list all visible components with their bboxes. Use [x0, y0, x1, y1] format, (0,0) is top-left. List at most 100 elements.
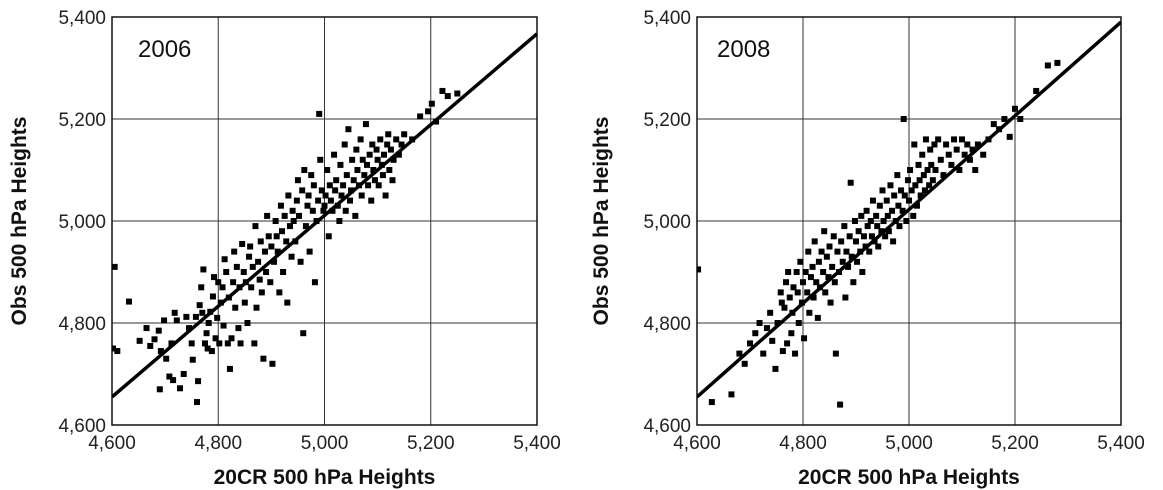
y-tick-label: 5,400	[58, 8, 106, 29]
data-point	[854, 258, 861, 265]
y-tick-label: 4,600	[643, 416, 691, 437]
data-point	[763, 325, 770, 332]
data-point	[822, 289, 829, 296]
data-point	[959, 136, 965, 143]
data-point	[364, 161, 370, 168]
data-point	[777, 289, 784, 296]
data-point	[935, 136, 942, 143]
data-point	[889, 207, 896, 214]
data-point	[304, 202, 311, 209]
data-point	[177, 385, 183, 392]
data-point	[401, 131, 408, 138]
data-point	[374, 156, 381, 163]
data-point	[398, 141, 405, 148]
data-point	[265, 233, 272, 240]
data-point	[166, 373, 173, 380]
data-point	[948, 161, 955, 168]
data-point	[297, 258, 304, 265]
regression-line	[697, 20, 1121, 399]
data-point	[368, 197, 375, 204]
data-point	[795, 320, 802, 326]
data-point	[974, 141, 981, 148]
data-point	[186, 325, 193, 332]
data-point	[231, 248, 238, 255]
data-point	[320, 207, 327, 214]
data-point	[913, 202, 920, 209]
data-point	[1017, 116, 1024, 122]
data-point	[114, 348, 121, 355]
data-point	[375, 182, 382, 189]
data-point	[767, 309, 774, 316]
data-point	[924, 167, 931, 173]
y-tick-label: 5,400	[643, 8, 691, 29]
data-point	[821, 228, 828, 235]
data-point	[277, 202, 284, 209]
data-point	[810, 294, 817, 301]
data-point	[826, 243, 833, 250]
data-point	[253, 304, 260, 311]
data-point	[890, 238, 897, 245]
data-point	[910, 212, 917, 219]
data-point	[237, 340, 244, 347]
data-point	[195, 378, 202, 385]
y-tick-label: 5,000	[643, 212, 691, 233]
data-point	[863, 207, 870, 214]
data-point	[326, 182, 333, 189]
data-point	[285, 192, 292, 199]
data-point	[911, 141, 918, 148]
data-point	[224, 340, 231, 347]
data-point	[221, 256, 228, 263]
data-point	[830, 233, 837, 240]
data-point	[831, 279, 838, 286]
scatter-chart-2008: 4,600 4,800 5,000 5,200 5,400 4,600 4,800 5,000…	[582, 0, 1163, 490]
data-point	[338, 192, 345, 199]
data-point	[390, 156, 397, 163]
data-point	[219, 284, 226, 291]
data-point	[850, 279, 857, 286]
data-point	[797, 258, 804, 265]
data-point	[851, 218, 858, 224]
data-point	[912, 182, 919, 189]
data-point	[953, 146, 960, 153]
data-point	[945, 151, 952, 158]
data-point	[842, 294, 849, 301]
data-point	[794, 289, 801, 296]
data-point	[894, 172, 901, 179]
x-tick-label: 5,400	[513, 433, 561, 454]
data-point	[874, 223, 881, 230]
data-point	[347, 197, 353, 204]
data-point	[873, 212, 880, 219]
data-point	[365, 182, 372, 189]
data-point	[366, 151, 373, 158]
year-annotation: 2006	[138, 36, 191, 63]
data-point	[204, 345, 211, 352]
data-point	[226, 365, 233, 372]
data-point	[311, 279, 318, 286]
data-point	[198, 284, 205, 291]
data-point	[336, 218, 343, 224]
data-point	[200, 266, 207, 273]
data-point	[280, 269, 287, 275]
data-point	[928, 161, 935, 168]
data-point	[293, 197, 300, 204]
data-point	[248, 284, 255, 291]
data-point	[891, 192, 898, 199]
data-point	[257, 238, 264, 245]
data-point	[232, 304, 239, 311]
data-point	[395, 151, 402, 158]
data-point	[361, 172, 368, 179]
data-point	[899, 207, 906, 214]
data-point	[926, 182, 933, 189]
data-point	[358, 192, 365, 199]
data-point	[284, 299, 291, 306]
data-point	[214, 314, 221, 321]
y-tick-label: 5,200	[643, 110, 691, 131]
data-point	[223, 269, 230, 275]
data-point	[969, 146, 976, 153]
data-point	[143, 325, 150, 332]
data-point	[793, 269, 800, 275]
data-point	[966, 156, 973, 163]
data-point	[211, 274, 217, 281]
data-point	[866, 248, 873, 255]
data-point	[444, 93, 451, 100]
